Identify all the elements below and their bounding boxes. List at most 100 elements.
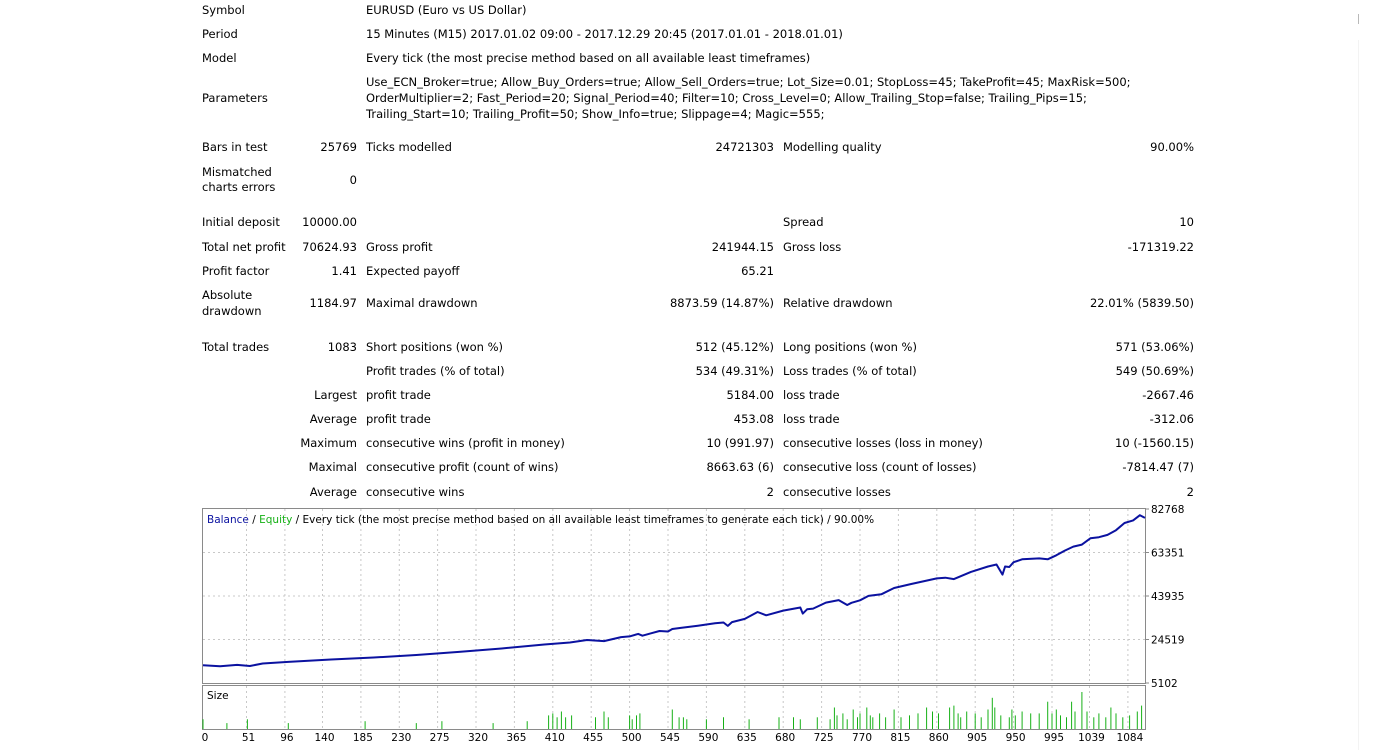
- absolute-drawdown-label-line2: drawdown: [202, 304, 262, 318]
- x-tick-label: 680: [775, 732, 795, 744]
- maximal-drawdown-value: 8873.59 (14.87%): [669, 296, 774, 310]
- relative-drawdown-value: 22.01% (5839.50): [1089, 296, 1194, 310]
- profit-factor-label: Profit factor: [202, 264, 270, 278]
- initial-deposit-label: Initial deposit: [202, 215, 280, 229]
- bars-in-test-value: 25769: [320, 140, 357, 154]
- model-value: Every tick (the most precise method base…: [366, 51, 811, 65]
- average-loss-value: -312.06: [1149, 412, 1194, 426]
- loss-trades-value: 549 (50.69%): [1115, 364, 1194, 378]
- period-value: 15 Minutes (M15) 2017.01.02 09:00 - 2017…: [366, 27, 843, 41]
- strategy-tester-report: Symbol EURUSD (Euro vs US Dollar) Period…: [202, 3, 1194, 499]
- average-consecutive-losses-value: 2: [1186, 485, 1194, 499]
- maximal-loss-label: consecutive loss (count of losses): [783, 460, 977, 474]
- largest-loss-label: loss trade: [783, 388, 840, 402]
- ticks-modelled-value: 24721303: [715, 140, 774, 154]
- short-positions-value: 512 (45.12%): [695, 340, 774, 354]
- parameters-line-2: OrderMultiplier=2; Fast_Period=20; Signa…: [366, 91, 1087, 105]
- short-positions-label: Short positions (won %): [366, 340, 504, 354]
- x-tick-label: 905: [967, 732, 987, 744]
- profit-trades-value: 534 (49.31%): [695, 364, 774, 378]
- initial-deposit-value: 10000.00: [302, 215, 357, 229]
- maximal-profit-value: 8663.63 (6): [706, 460, 774, 474]
- x-tick-label: 140: [314, 732, 334, 744]
- x-tick-label: 96: [280, 732, 294, 744]
- y-axis-ticks: 5102 24519 43935 63351 82768: [1145, 504, 1184, 690]
- x-tick-label: 1084: [1117, 732, 1144, 744]
- modelling-quality-value: 90.00%: [1150, 140, 1194, 154]
- x-tick-label: 1039: [1078, 732, 1105, 744]
- x-tick-label: 455: [583, 732, 603, 744]
- x-tick-label: 635: [737, 732, 757, 744]
- maximum-wins-value: 10 (991.97): [706, 436, 774, 450]
- x-tick-label: 995: [1044, 732, 1064, 744]
- maximum-wins-label: consecutive wins (profit in money): [366, 436, 565, 450]
- maximal-loss-value: -7814.47 (7): [1122, 460, 1194, 474]
- chart-title-rest: / Every tick (the most precise method ba…: [292, 514, 874, 526]
- average-label: Average: [309, 412, 357, 426]
- gross-loss-label: Gross loss: [783, 240, 842, 254]
- loss-trades-label: Loss trades (% of total): [783, 364, 917, 378]
- chart-title-equity: Equity: [259, 514, 292, 526]
- profit-trades-label: Profit trades (% of total): [366, 364, 505, 378]
- model-label: Model: [202, 51, 237, 65]
- y-tick-label: 43935: [1151, 591, 1184, 603]
- average-loss-label: loss trade: [783, 412, 840, 426]
- largest-label: Largest: [314, 388, 357, 402]
- bars-in-test-label: Bars in test: [202, 140, 268, 154]
- gross-profit-value: 241944.15: [711, 240, 774, 254]
- x-tick-label: 545: [660, 732, 680, 744]
- spread-value: 10: [1179, 215, 1194, 229]
- x-axis-ticks: 0 51 96 140 185 230 275 320 365 410 455 500 545 590 63…: [202, 732, 1144, 744]
- gross-profit-label: Gross profit: [366, 240, 433, 254]
- absolute-drawdown-value: 1184.97: [309, 296, 357, 310]
- y-tick-label: 24519: [1151, 635, 1184, 647]
- maximum-losses-label: consecutive losses (loss in money): [783, 436, 983, 450]
- parameters-line-3: Trailing_Start=10; Trailing_Profit=50; S…: [366, 107, 825, 121]
- long-positions-label: Long positions (won %): [783, 340, 917, 354]
- parameters-label: Parameters: [202, 91, 268, 105]
- maximal-label: Maximal: [308, 460, 357, 474]
- average-consecutive-wins-label: consecutive wins: [366, 485, 465, 499]
- average-profit-label: profit trade: [366, 412, 431, 426]
- expected-payoff-value: 65.21: [741, 264, 774, 278]
- chart-title-sep: /: [249, 514, 259, 526]
- total-trades-label: Total trades: [202, 340, 270, 354]
- expected-payoff-label: Expected payoff: [366, 264, 460, 278]
- y-tick-label: 82768: [1151, 504, 1184, 516]
- maximal-profit-label: consecutive profit (count of wins): [366, 460, 559, 474]
- ticks-modelled-label: Ticks modelled: [366, 140, 452, 154]
- maximal-drawdown-label: Maximal drawdown: [366, 296, 478, 310]
- mismatched-label-line2: charts errors: [202, 180, 276, 194]
- window-edge-marker: [1358, 14, 1359, 24]
- chart-title-balance: Balance: [207, 514, 249, 526]
- symbol-value: EURUSD (Euro vs US Dollar): [366, 3, 527, 17]
- balance-line: [202, 514, 1146, 668]
- parameters-line-1: Use_ECN_Broker=true; Allow_Buy_Orders=tr…: [366, 75, 1131, 89]
- x-tick-label: 770: [852, 732, 872, 744]
- x-tick-label: 230: [391, 732, 411, 744]
- largest-profit-label: profit trade: [366, 388, 431, 402]
- y-tick-label: 63351: [1151, 548, 1184, 560]
- total-trades-value: 1083: [327, 340, 357, 354]
- x-tick-label: 410: [545, 732, 565, 744]
- x-tick-label: 185: [353, 732, 373, 744]
- modelling-quality-label: Modelling quality: [783, 140, 882, 154]
- period-label: Period: [202, 27, 238, 41]
- average-consecutive-label: Average: [309, 485, 357, 499]
- average-consecutive-wins-value: 2: [766, 485, 774, 499]
- x-tick-label: 0: [202, 732, 209, 744]
- largest-loss-value: -2667.46: [1142, 388, 1194, 402]
- long-positions-value: 571 (53.06%): [1115, 340, 1194, 354]
- size-bars: [202, 692, 1143, 729]
- maximum-losses-value: 10 (-1560.15): [1115, 436, 1194, 450]
- x-tick-label: 590: [698, 732, 718, 744]
- relative-drawdown-label: Relative drawdown: [783, 296, 893, 310]
- maximum-label: Maximum: [300, 436, 357, 450]
- x-tick-label: 51: [242, 732, 255, 744]
- average-consecutive-losses-label: consecutive losses: [783, 485, 891, 499]
- symbol-label: Symbol: [202, 3, 245, 17]
- mismatched-value: 0: [349, 173, 357, 187]
- average-profit-value: 453.08: [733, 412, 774, 426]
- x-tick-label: 275: [430, 732, 450, 744]
